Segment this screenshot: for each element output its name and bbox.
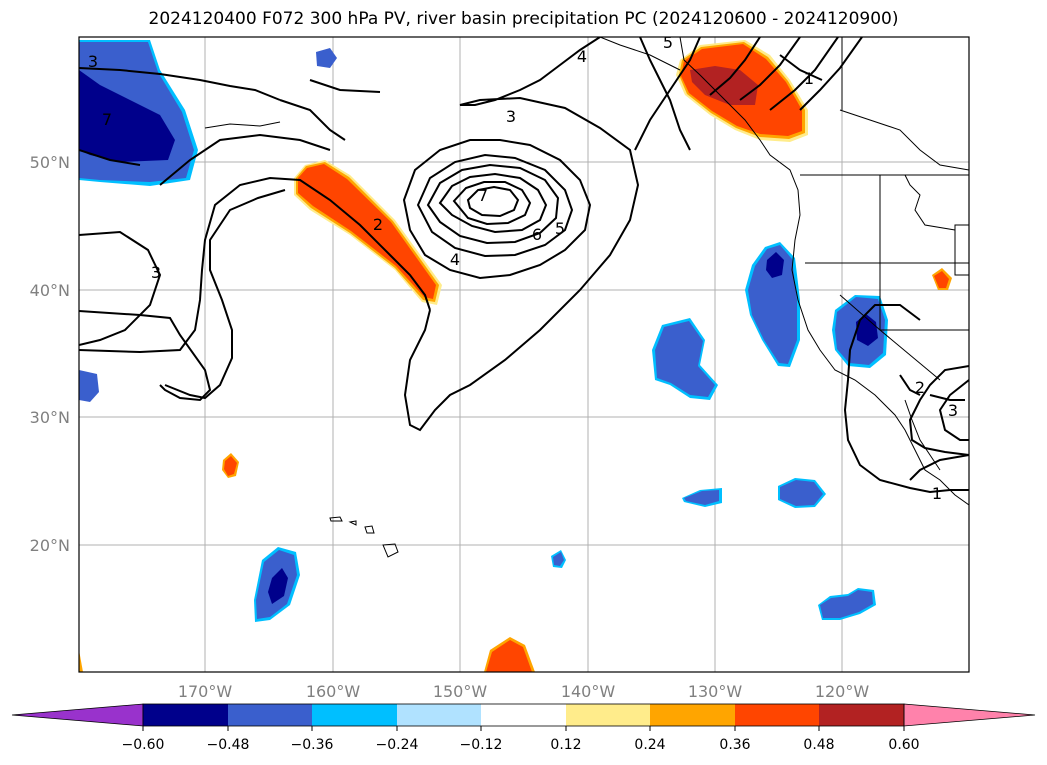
contour-label: 4 bbox=[577, 47, 587, 66]
colorbar-tick-label: −0.36 bbox=[291, 737, 334, 753]
colorbar-tick-label: −0.60 bbox=[122, 737, 165, 753]
colorbar-bin bbox=[566, 704, 650, 726]
contour-label: 3 bbox=[948, 401, 958, 420]
contour-label: 4 bbox=[450, 250, 460, 269]
colorbar-bin bbox=[143, 704, 228, 726]
map-title: 2024120400 F072 300 hPa PV, river basin … bbox=[148, 9, 899, 29]
colorbar-bin bbox=[397, 704, 481, 726]
latitude-labels: 50°N 40°N 30°N 20°N bbox=[30, 153, 70, 555]
colorbar-bin bbox=[735, 704, 819, 726]
map-frame bbox=[78, 36, 970, 673]
colorbar-tick-label: −0.12 bbox=[460, 737, 503, 753]
lon-label: 140°W bbox=[561, 682, 616, 701]
contour-label: 5 bbox=[663, 33, 673, 52]
contour-label: 5 bbox=[555, 219, 565, 238]
colorbar-bin bbox=[819, 704, 904, 726]
map-plot-area: 3 4 5 1 3 2 3 7 6 5 4 7 2 3 1 bbox=[79, 33, 969, 672]
contour-labels: 3 4 5 1 3 2 3 7 6 5 4 7 2 3 1 bbox=[88, 33, 958, 503]
colorbar-bin bbox=[650, 704, 735, 726]
lon-label: 130°W bbox=[688, 682, 743, 701]
colorbar-bin bbox=[481, 704, 566, 726]
colorbar-tick-label: 0.12 bbox=[550, 737, 581, 753]
colorbar-bin bbox=[312, 704, 397, 726]
contour-label: 1 bbox=[932, 484, 942, 503]
pv-contours bbox=[79, 37, 969, 494]
lat-label: 20°N bbox=[30, 536, 70, 555]
colorbar: −0.60 −0.48 −0.36 −0.24 −0.12 0.12 0.24 … bbox=[11, 703, 1036, 753]
precip-negative-regions bbox=[79, 40, 888, 622]
contour-label: 7 bbox=[102, 110, 112, 129]
contour-label: 3 bbox=[151, 263, 161, 282]
lon-label: 150°W bbox=[433, 682, 488, 701]
colorbar-tick-label: 0.36 bbox=[719, 737, 750, 753]
colorbar-tick-label: 0.48 bbox=[803, 737, 834, 753]
colorbar-bin bbox=[228, 704, 312, 726]
lon-label: 120°W bbox=[815, 682, 870, 701]
coastlines bbox=[204, 37, 969, 558]
lat-label: 50°N bbox=[30, 153, 70, 172]
contour-label: 6 bbox=[532, 225, 542, 244]
colorbar-tick-label: 0.60 bbox=[888, 737, 919, 753]
contour-label: 2 bbox=[373, 215, 383, 234]
contour-label: 7 bbox=[478, 186, 488, 205]
graticule bbox=[79, 37, 969, 672]
lat-label: 40°N bbox=[30, 281, 70, 300]
contour-label: 3 bbox=[88, 52, 98, 71]
colorbar-tick-label: 0.24 bbox=[634, 737, 665, 753]
colorbar-over-arrow bbox=[903, 703, 1036, 727]
longitude-labels: 170°W 160°W 150°W 140°W 130°W 120°W bbox=[178, 682, 870, 701]
lon-label: 170°W bbox=[178, 682, 233, 701]
colorbar-under-arrow bbox=[11, 703, 144, 727]
lon-label: 160°W bbox=[306, 682, 361, 701]
contour-label: 1 bbox=[804, 69, 814, 88]
lat-label: 30°N bbox=[30, 408, 70, 427]
colorbar-tick-label: −0.48 bbox=[207, 737, 250, 753]
contour-label: 2 bbox=[915, 378, 925, 397]
colorbar-tick-label: −0.24 bbox=[376, 737, 419, 753]
contour-label: 3 bbox=[506, 107, 516, 126]
